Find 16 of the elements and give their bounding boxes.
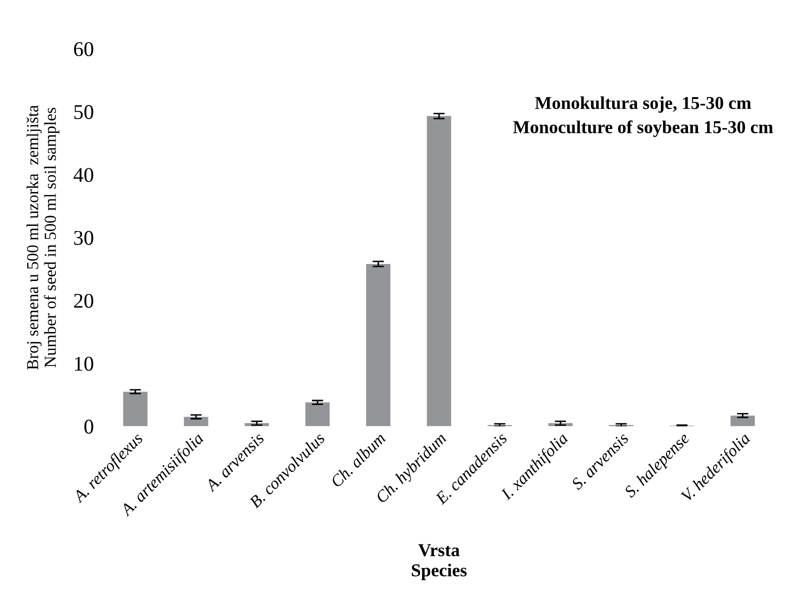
bar: [184, 416, 208, 426]
y-tick-label: 30: [74, 230, 94, 245]
bar: [730, 416, 755, 426]
bar: [123, 392, 148, 426]
y-tick-label: 10: [75, 356, 94, 371]
y-tick-label: 20: [74, 294, 94, 308]
bar: [366, 264, 390, 426]
annotation: Monokultura soje, 15-30 cm Monoculture of soybean 15-30 cm: [513, 96, 774, 137]
x-axis-title: Vrsta Species: [412, 544, 467, 580]
y-tick-label: 50: [74, 105, 94, 120]
y-axis-title: Broj semena u 500 ml uzorka zemljišta Number of seed in 500 ml soil samples: [26, 105, 60, 370]
y-tick-label: 0: [84, 420, 94, 434]
bar: [305, 402, 330, 426]
y-tick-label: 40: [74, 168, 94, 182]
bar: [426, 116, 452, 426]
y-tick-label: 60: [74, 42, 94, 56]
